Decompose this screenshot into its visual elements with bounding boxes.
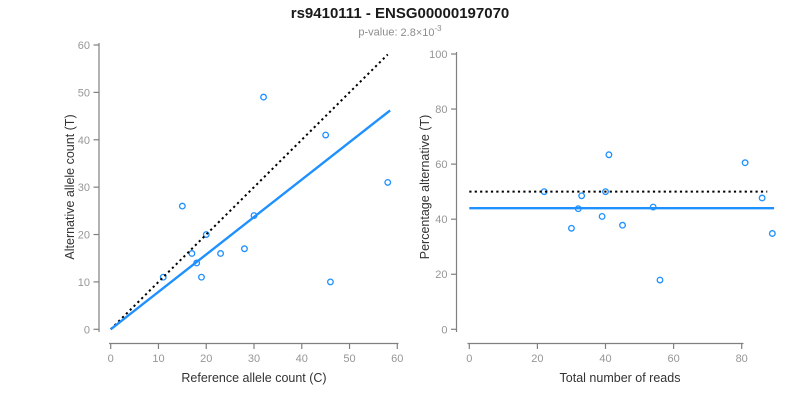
y-tick-label: 60: [78, 40, 90, 52]
y-tick-label: 50: [78, 87, 90, 99]
scatter-point: [217, 250, 225, 257]
scatter-point: [598, 212, 606, 220]
scatter-point: [602, 188, 609, 196]
fit-line: [109, 109, 391, 331]
scatter-point: [741, 159, 749, 167]
y-tick-label: 30: [78, 182, 90, 194]
scatter-point: [619, 221, 626, 229]
x-tick-label: 60: [391, 353, 403, 365]
right-x-axis-title: Total number of reads: [560, 371, 681, 385]
scatter-point: [326, 278, 334, 286]
y-tick-label: 0: [84, 324, 90, 336]
scatter-point: [240, 245, 248, 253]
x-tick-label: 40: [296, 353, 308, 365]
y-tick-label: 80: [435, 104, 447, 116]
left-y-axis-title: Alternative allele count (T): [63, 114, 77, 259]
y-tick-label: 20: [78, 230, 90, 242]
scatter-point: [578, 192, 586, 200]
y-tick-label: 20: [435, 269, 447, 281]
scatter-point: [656, 276, 664, 284]
x-tick-label: 0: [108, 353, 114, 365]
scatter-point: [568, 224, 575, 232]
scatter-point: [178, 202, 186, 210]
right-y-axis-title: Percentage alternative (T): [418, 115, 432, 260]
x-tick-label: 80: [736, 353, 748, 365]
identity-line: [109, 53, 389, 331]
left-x-axis-title: Reference allele count (C): [181, 371, 326, 385]
y-tick-label: 10: [78, 277, 90, 289]
scatter-point: [188, 250, 196, 257]
p-value-exponent: -3: [434, 24, 442, 33]
x-tick-label: 60: [667, 353, 679, 365]
p-value-label: p-value:: [358, 26, 398, 39]
x-tick-label: 10: [152, 353, 164, 365]
x-tick-label: 50: [343, 353, 355, 365]
right-scatter-panel: 0 20 40 60 80 0 20 40 60 80 100: [429, 49, 776, 365]
scatter-point: [159, 273, 167, 281]
x-tick-label: 30: [248, 353, 260, 365]
x-tick-label: 20: [200, 353, 212, 365]
scatter-point: [198, 273, 205, 281]
scatter-point: [605, 151, 613, 159]
y-tick-label: 60: [435, 159, 447, 171]
x-tick-label: 20: [531, 353, 543, 365]
scatter-point: [202, 231, 210, 238]
p-value-number: 2.8×10: [400, 26, 435, 39]
y-tick-label: 40: [435, 214, 447, 226]
scatter-point: [322, 131, 330, 139]
chart-title: rs9410111 - ENSG00000197070: [290, 5, 510, 22]
scatter-point: [384, 178, 392, 186]
scatter-point: [758, 194, 766, 202]
left-scatter-panel: 0 10 20 30 40 50 60 0 10 20 30 40 50 60: [78, 40, 404, 365]
y-tick-label: 0: [441, 324, 447, 336]
y-tick-label: 100: [429, 49, 447, 61]
x-tick-label: 0: [466, 353, 472, 365]
scatter-point: [260, 93, 268, 101]
y-tick-label: 40: [78, 135, 90, 147]
scatter-point: [768, 230, 776, 237]
chart-subtitle: p-value: 2.8×10-3: [0, 24, 800, 39]
x-tick-label: 40: [599, 353, 611, 365]
